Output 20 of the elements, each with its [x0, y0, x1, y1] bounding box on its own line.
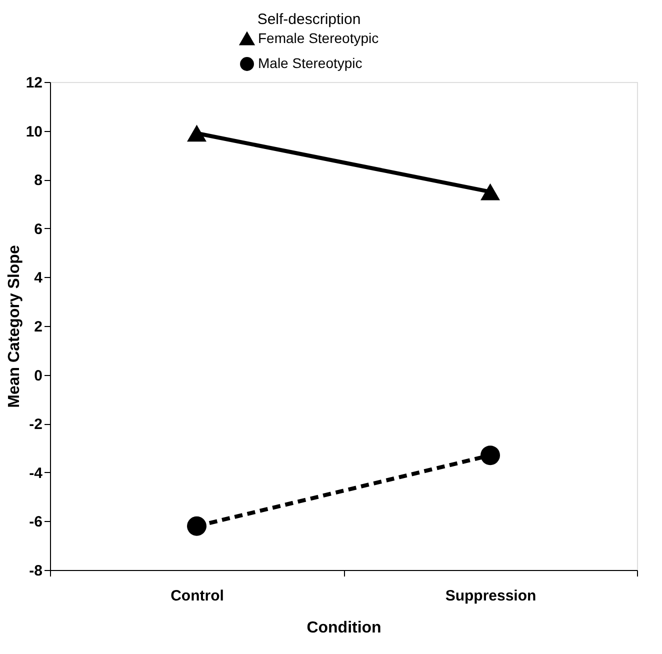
- y-axis-title: Mean Category Slope: [6, 245, 23, 408]
- y-tick-label: 12: [26, 74, 42, 92]
- y-tick-label: -6: [29, 514, 42, 531]
- x-axis-title: Condition: [306, 620, 382, 636]
- point: [480, 446, 500, 466]
- legend-label: Male Stereotypic: [258, 55, 362, 71]
- y-tick-label: 0: [34, 367, 42, 384]
- y-tick-label: -8: [29, 562, 42, 580]
- y-tick-label: 6: [34, 220, 42, 238]
- y-tick-label: -2: [29, 416, 42, 434]
- x-tick-label: Suppression: [445, 588, 536, 604]
- legend-label: Female Stereotypic: [258, 30, 379, 46]
- x-tick-label: Control: [170, 588, 224, 604]
- y-tick-label: 10: [26, 123, 42, 140]
- y-tick-label: -4: [29, 464, 44, 482]
- y-tick-label: 8: [34, 172, 42, 190]
- legend-title: Self-description: [257, 11, 361, 28]
- y-tick-label: 4: [34, 270, 44, 287]
- point: [187, 516, 206, 536]
- y-tick-label: 2: [34, 318, 42, 336]
